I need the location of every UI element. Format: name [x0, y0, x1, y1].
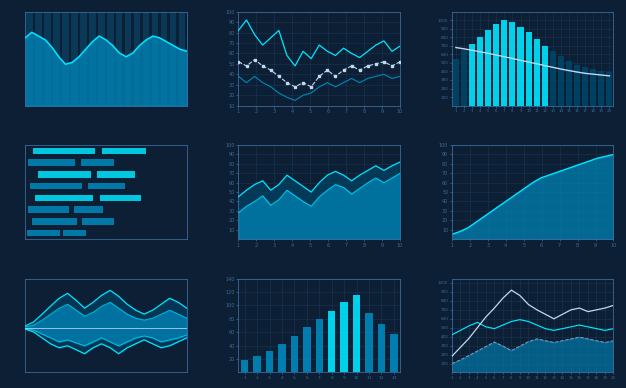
- Bar: [566, 61, 572, 106]
- Bar: [607, 72, 612, 106]
- Bar: [526, 32, 531, 106]
- Bar: [303, 327, 310, 372]
- Bar: [134, 12, 140, 106]
- Bar: [71, 12, 78, 106]
- Bar: [290, 336, 298, 372]
- Bar: [390, 334, 398, 372]
- Bar: [510, 22, 515, 106]
- Bar: [590, 69, 597, 106]
- Bar: [35, 12, 42, 106]
- Bar: [278, 344, 285, 372]
- Bar: [31, 218, 114, 225]
- Bar: [95, 148, 102, 154]
- Bar: [125, 12, 131, 106]
- Bar: [266, 351, 274, 372]
- Bar: [107, 12, 113, 106]
- Bar: [341, 302, 348, 372]
- Bar: [550, 51, 556, 106]
- Bar: [28, 159, 114, 166]
- Bar: [254, 356, 261, 372]
- Bar: [152, 12, 158, 106]
- Bar: [27, 230, 86, 236]
- Bar: [90, 12, 96, 106]
- Bar: [77, 218, 82, 225]
- Bar: [26, 12, 33, 106]
- Bar: [34, 195, 141, 201]
- Bar: [179, 12, 185, 106]
- Bar: [143, 12, 150, 106]
- Bar: [93, 195, 100, 201]
- Bar: [598, 71, 604, 106]
- Bar: [98, 12, 105, 106]
- Bar: [69, 206, 74, 213]
- Bar: [541, 46, 548, 106]
- Bar: [518, 27, 523, 106]
- Bar: [116, 12, 123, 106]
- Bar: [477, 37, 483, 106]
- Bar: [501, 20, 508, 106]
- Bar: [38, 171, 135, 178]
- Bar: [558, 56, 564, 106]
- Bar: [574, 65, 580, 106]
- Bar: [365, 314, 372, 372]
- Bar: [83, 183, 88, 189]
- Bar: [582, 67, 588, 106]
- Bar: [161, 12, 167, 106]
- Bar: [44, 12, 51, 106]
- Bar: [453, 59, 459, 106]
- Bar: [59, 230, 63, 236]
- Bar: [533, 39, 540, 106]
- Bar: [241, 360, 249, 372]
- Bar: [91, 171, 97, 178]
- Bar: [353, 295, 361, 372]
- Bar: [485, 30, 491, 106]
- Bar: [33, 148, 146, 154]
- Bar: [63, 12, 69, 106]
- Bar: [75, 159, 81, 166]
- Bar: [80, 12, 86, 106]
- Bar: [28, 206, 103, 213]
- Bar: [493, 24, 500, 106]
- Bar: [461, 50, 467, 106]
- Bar: [53, 12, 59, 106]
- Bar: [30, 183, 125, 189]
- Bar: [170, 12, 177, 106]
- Bar: [377, 324, 385, 372]
- Bar: [328, 311, 336, 372]
- Bar: [469, 44, 475, 106]
- Bar: [316, 319, 323, 372]
